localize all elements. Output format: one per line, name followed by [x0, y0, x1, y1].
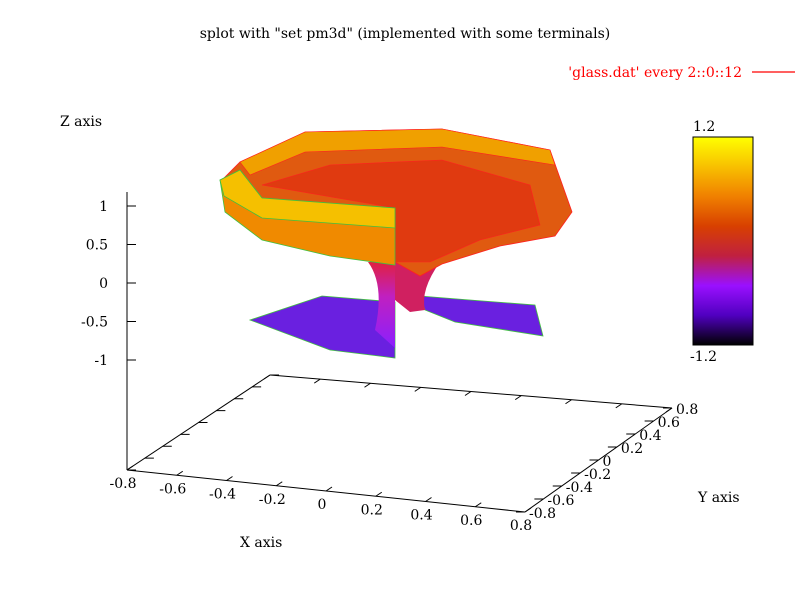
- colorbar: [692, 136, 754, 346]
- x-tick-back: [665, 407, 673, 413]
- y-tick-label: 0.2: [621, 441, 643, 457]
- x-tick-back: [313, 378, 321, 384]
- x-tick-back: [514, 395, 522, 401]
- chart-title: splot with "set pm3d" (implemented with …: [200, 26, 611, 42]
- axes: [126, 192, 673, 513]
- y-tick-label: 0.4: [639, 428, 661, 444]
- x-axis-label: X axis: [240, 535, 282, 551]
- y-tick-label: 0.6: [658, 415, 680, 431]
- z-tick-label: 1: [99, 199, 108, 215]
- tick-labels: -0.8 -0.6 -0.4 -0.2 0 0.2 0.4 0.6 0.8-0.8-0.6-0.…: [81, 199, 698, 534]
- z-axis-label: Z axis: [60, 114, 102, 130]
- x-tick-back: [464, 391, 472, 396]
- y-tick-label: 0.8: [676, 402, 698, 418]
- x-tick: [474, 502, 482, 508]
- x-tick-back: [615, 403, 623, 409]
- bowl-rim-back: [239, 128, 556, 176]
- x-tick-label: -0.6: [159, 481, 186, 497]
- x-tick: [226, 476, 233, 481]
- stem: [368, 262, 395, 348]
- colorbar-max-label: 1.2: [693, 119, 715, 135]
- x-tick-back: [364, 382, 371, 388]
- y-tick-label: -0.4: [566, 480, 593, 496]
- x-tick-back: [414, 386, 422, 392]
- base-left: [248, 295, 396, 359]
- x-tick: [325, 486, 333, 492]
- x-tick-label: 0.8: [510, 518, 532, 534]
- x-tick-label: 0.2: [361, 502, 383, 518]
- x-tick-label: -0.4: [209, 487, 236, 503]
- z-tick-label: -1: [94, 353, 108, 369]
- z-tick-label: -0.5: [81, 315, 108, 331]
- stem-back: [395, 262, 440, 312]
- legend-label: 'glass.dat' every 2::0::12: [568, 65, 742, 81]
- bowl-rim-top: [219, 169, 396, 229]
- y-axis-label: Y axis: [697, 490, 740, 506]
- surface: [219, 128, 573, 359]
- x-tick-label: -0.2: [259, 492, 286, 508]
- colorbar-min-label: -1.2: [690, 349, 717, 365]
- y-tick-label: -0.6: [547, 493, 574, 509]
- x-tick: [126, 465, 134, 471]
- y-tick-label: -0.2: [584, 467, 611, 483]
- x-tick: [425, 497, 432, 502]
- x-tick-back: [565, 399, 572, 405]
- z-tick-label: 0: [99, 276, 108, 292]
- x-tick-label: 0.4: [410, 508, 432, 524]
- x-tick-label: 0.6: [460, 513, 482, 529]
- y-tick-label: 0: [603, 454, 612, 470]
- x-tick: [275, 481, 283, 487]
- x-tick-label: -0.8: [110, 476, 137, 492]
- x-tick: [176, 470, 184, 476]
- base-right: [419, 295, 544, 337]
- x-tick-label: 0: [318, 497, 327, 513]
- y-tick-label: -0.8: [529, 506, 556, 522]
- x-tick: [524, 507, 532, 513]
- x-tick-back: [263, 374, 271, 380]
- x-tick: [375, 491, 383, 497]
- z-tick-label: 0.5: [86, 238, 108, 254]
